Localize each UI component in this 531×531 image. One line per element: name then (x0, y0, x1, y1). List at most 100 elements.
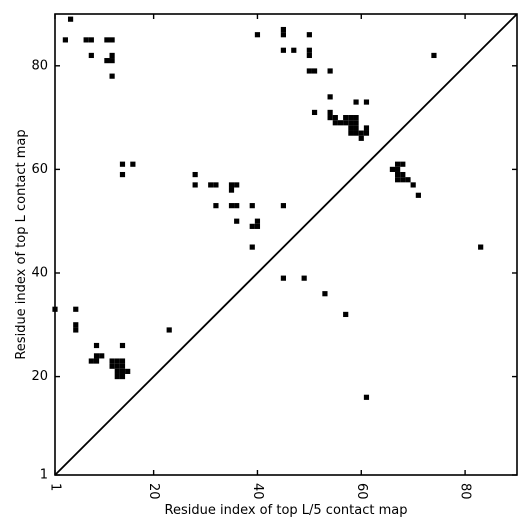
contact-point (88, 37, 94, 43)
y-tick-label: 40 (31, 265, 48, 280)
contact-point (99, 353, 105, 359)
contact-point (166, 327, 172, 333)
contact-point (280, 32, 286, 38)
contact-point (327, 68, 333, 74)
contact-point (254, 223, 261, 229)
plot-frame (54, 13, 518, 476)
contact-point (306, 52, 312, 59)
contact-point (389, 166, 396, 172)
contact-point (410, 182, 416, 188)
contact-point (67, 16, 74, 22)
contact-point (62, 37, 68, 43)
contact-point (228, 203, 235, 209)
contact-point (400, 161, 406, 167)
contact-point (363, 130, 370, 136)
contact-point (213, 182, 219, 188)
contact-point (332, 120, 338, 126)
contact-point (431, 52, 437, 59)
contact-point (306, 32, 312, 38)
x-tick-label: 40 (250, 483, 265, 500)
x-tick-label: 1 (48, 483, 63, 491)
contact-point (114, 368, 120, 374)
contact-point (114, 363, 120, 369)
contact-point (119, 358, 126, 364)
contact-point (104, 58, 110, 64)
contact-point (306, 47, 312, 53)
contact-point (348, 120, 354, 126)
contact-point (395, 166, 401, 172)
contact-point (353, 115, 359, 121)
contact-point (73, 327, 79, 333)
contact-point (337, 120, 344, 126)
contact-point (363, 99, 370, 105)
contact-point (291, 47, 297, 53)
contact-point (280, 26, 286, 33)
contact-point (395, 171, 401, 178)
contact-point (208, 182, 214, 188)
contact-point (363, 394, 370, 400)
contact-point (88, 358, 94, 364)
y-tick-label: 80 (31, 58, 48, 73)
contact-point (109, 73, 115, 79)
contact-point (83, 37, 89, 43)
contact-point (109, 358, 115, 364)
contact-point (400, 177, 406, 183)
contact-point (249, 244, 255, 250)
contact-point (395, 177, 401, 183)
x-tick-label: 20 (146, 483, 161, 500)
data-points (52, 16, 484, 400)
diagonal-line (54, 13, 518, 476)
contact-point (311, 68, 318, 74)
contact-point (478, 244, 484, 250)
contact-point (358, 135, 364, 141)
contact-point (109, 37, 115, 43)
y-tick-label: 60 (31, 162, 48, 177)
contact-point (322, 291, 328, 297)
contact-point (234, 203, 240, 209)
contact-point (192, 182, 198, 188)
contact-point (73, 306, 79, 312)
y-axis-label: Residue index of top L contact map (14, 129, 29, 359)
contact-point (254, 32, 261, 38)
contact-point (353, 99, 359, 105)
contact-point (119, 171, 126, 178)
contact-point (93, 358, 100, 364)
contact-point (332, 115, 338, 121)
contact-point (327, 109, 333, 116)
contact-point (119, 373, 126, 380)
contact-point (73, 322, 79, 328)
contact-point (109, 58, 115, 64)
contact-point (395, 161, 401, 167)
contact-point (301, 275, 307, 281)
contact-point (327, 115, 333, 121)
contact-point (280, 47, 286, 53)
contact-point (348, 130, 354, 136)
contact-point (114, 358, 120, 364)
contact-point (93, 342, 100, 349)
contact-point (348, 125, 354, 131)
y-tick-label: 1 (40, 468, 48, 483)
contact-point (130, 161, 136, 167)
contact-point (348, 115, 354, 121)
contact-point (343, 120, 349, 126)
contact-point (353, 130, 359, 136)
contact-point (415, 192, 421, 198)
contact-point (311, 109, 318, 116)
x-tick-label: 80 (458, 483, 473, 500)
contact-point (119, 342, 126, 349)
contact-point (234, 182, 240, 188)
x-axis-label: Residue index of top L/5 contact map (165, 503, 408, 518)
axis-ticks: 1 20 40 60 80 1 20 40 60 80 (31, 14, 517, 500)
contact-point (125, 368, 131, 374)
contact-point (109, 363, 115, 369)
contact-point (280, 275, 286, 281)
contact-point (228, 187, 235, 193)
contact-point (353, 120, 359, 126)
contact-point (327, 94, 333, 100)
contact-point (114, 373, 120, 380)
contact-point (88, 52, 94, 59)
y-tick-label: 20 (31, 369, 48, 384)
contact-point (93, 353, 100, 359)
contact-point (405, 177, 411, 183)
